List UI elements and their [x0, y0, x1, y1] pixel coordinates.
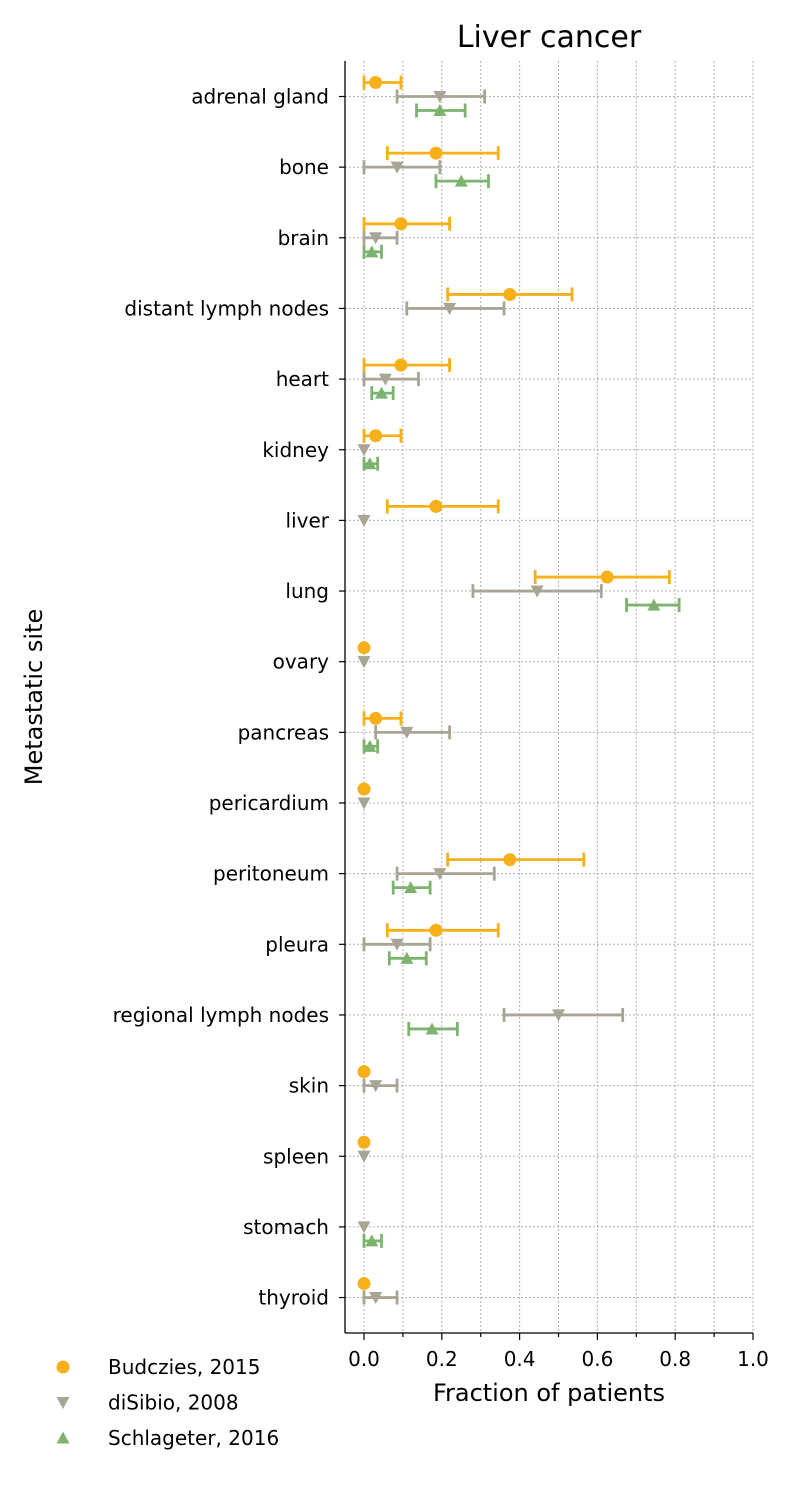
data-point-schlageter-2016 [433, 104, 447, 117]
data-point-schlageter-2016 [404, 881, 418, 894]
data-point-budczies-2015 [429, 146, 443, 160]
data-point-budczies-2015 [357, 1135, 371, 1149]
data-point-budczies-2015 [600, 570, 614, 584]
data-markers [357, 76, 661, 1305]
data-point-budczies-2015 [357, 782, 371, 796]
legend-marker [56, 1396, 70, 1409]
data-point-disibio-2008 [357, 797, 371, 810]
data-point-budczies-2015 [369, 429, 383, 443]
error-bar [385, 923, 500, 938]
y-tick-label: bone [279, 155, 329, 179]
y-tick-label: skin [289, 1074, 329, 1098]
data-point-disibio-2008 [369, 1292, 383, 1305]
data-point-budczies-2015 [429, 499, 443, 513]
y-tick-label: heart [276, 367, 329, 391]
y-tick-label: distant lymph nodes [124, 296, 329, 320]
error-bars [362, 75, 681, 1305]
data-point-schlageter-2016 [363, 739, 377, 752]
data-point-disibio-2008 [552, 1009, 565, 1022]
legend-marker [56, 1431, 70, 1444]
data-point-budczies-2015 [369, 711, 383, 725]
y-tick-label: ovary [273, 650, 330, 674]
error-bar [385, 499, 500, 514]
y-tick-label: pancreas [238, 720, 329, 744]
x-tick-label: 1.0 [737, 1347, 769, 1371]
data-point-disibio-2008 [357, 514, 371, 527]
data-point-disibio-2008 [357, 656, 371, 669]
data-point-schlageter-2016 [647, 598, 661, 611]
data-point-disibio-2008 [443, 302, 457, 315]
data-point-schlageter-2016 [365, 1234, 379, 1247]
data-point-schlageter-2016 [425, 1022, 439, 1035]
x-tick-labels: 0.0 0.2 0.4 0.6 0.8 1.0 [348, 1347, 769, 1371]
error-bar [374, 725, 451, 740]
x-tick-label: 0.2 [426, 1347, 458, 1371]
y-tick-label: liver [286, 508, 330, 532]
data-point-budczies-2015 [357, 1277, 371, 1291]
legend-label: Schlageter, 2016 [108, 1426, 279, 1450]
error-bar [362, 1078, 399, 1093]
y-tick-label: pleura [265, 932, 329, 956]
y-tick-labels: adrenal gland bone brain distant lymph node… [113, 85, 330, 1310]
grid [345, 61, 754, 1333]
data-point-schlageter-2016 [454, 174, 468, 187]
data-point-disibio-2008 [390, 938, 404, 951]
data-point-disibio-2008 [369, 232, 383, 245]
x-tick-label: 0.8 [659, 1347, 691, 1371]
data-point-budczies-2015 [357, 641, 371, 655]
data-point-disibio-2008 [357, 1150, 371, 1163]
y-tick-label: thyroid [258, 1286, 329, 1310]
data-point-disibio-2008 [390, 161, 404, 174]
data-point-budczies-2015 [394, 217, 408, 231]
data-point-disibio-2008 [400, 726, 414, 739]
data-point-disibio-2008 [530, 585, 544, 598]
data-point-budczies-2015 [357, 1065, 371, 1079]
data-point-budczies-2015 [394, 358, 408, 372]
error-bar [502, 1007, 625, 1022]
data-point-disibio-2008 [369, 1080, 383, 1093]
error-bar [362, 1290, 399, 1305]
error-bar [395, 866, 496, 881]
data-point-disibio-2008 [357, 1221, 371, 1234]
data-point-schlageter-2016 [375, 386, 389, 399]
x-tick-label: 0.6 [581, 1347, 613, 1371]
error-bar [362, 230, 399, 245]
data-point-budczies-2015 [369, 76, 383, 89]
legend-label: diSibio, 2008 [108, 1391, 239, 1415]
data-point-disibio-2008 [433, 868, 447, 881]
data-point-budczies-2015 [503, 853, 517, 867]
data-point-schlageter-2016 [400, 951, 414, 964]
legend-marker [56, 1360, 70, 1374]
data-point-budczies-2015 [429, 923, 443, 937]
data-point-disibio-2008 [357, 444, 371, 457]
legend-label: Budczies, 2015 [108, 1355, 260, 1379]
x-tick-label: 0.0 [348, 1347, 380, 1371]
chart-title: Liver cancer [457, 20, 642, 55]
legend: Budczies, 2015 diSibio, 2008 Schlageter, 2… [56, 1355, 279, 1450]
error-bar [405, 301, 506, 316]
error-bar [362, 372, 420, 387]
data-point-schlageter-2016 [363, 457, 377, 470]
error-bar [385, 146, 500, 161]
axes [339, 61, 754, 1340]
y-tick-label: adrenal gland [191, 85, 329, 109]
y-tick-label: stomach [243, 1215, 329, 1239]
y-tick-label: pericardium [209, 791, 329, 815]
y-axis-label: Metastatic site [20, 609, 48, 785]
data-point-disibio-2008 [378, 373, 392, 386]
y-tick-label: lung [285, 579, 329, 603]
data-point-schlageter-2016 [365, 245, 379, 258]
data-point-disibio-2008 [433, 90, 447, 103]
y-tick-label: regional lymph nodes [113, 1003, 329, 1027]
y-tick-label: spleen [263, 1144, 329, 1168]
x-tick-label: 0.4 [504, 1347, 536, 1371]
y-tick-label: brain [278, 226, 329, 250]
y-tick-label: peritoneum [213, 862, 329, 886]
error-bar [362, 160, 442, 175]
data-point-budczies-2015 [503, 287, 517, 301]
y-tick-label: kidney [262, 438, 329, 462]
x-axis-label: Fraction of patients [433, 1379, 665, 1407]
